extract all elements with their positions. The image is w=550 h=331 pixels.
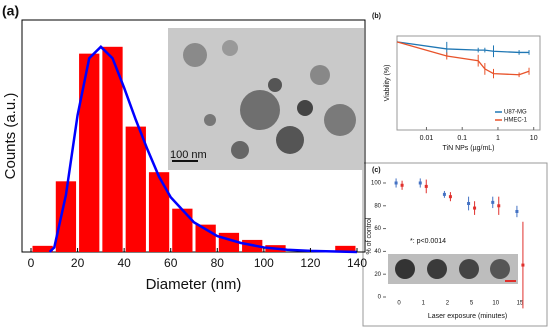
point: [473, 206, 477, 210]
x-tick-label: 0: [28, 256, 35, 270]
point: [491, 200, 495, 204]
y-tick-label: 40: [374, 249, 381, 255]
y-axis-title: % of control: [366, 217, 373, 254]
y-axis-title: Counts (a.u.): [2, 93, 19, 180]
x-tick-label: 1: [496, 135, 500, 142]
bar: [148, 172, 170, 252]
y-tick-label: 100: [371, 181, 382, 187]
x-tick-label: 10: [530, 135, 538, 142]
bar: [125, 126, 146, 252]
y-tick-label: 0: [378, 295, 382, 301]
x-tick-label: 0.01: [420, 135, 434, 142]
point: [467, 202, 471, 206]
panel-label: (a): [2, 3, 19, 19]
x-tick-label: 2: [446, 301, 450, 307]
point: [448, 195, 452, 199]
x-tick-label: 1: [422, 301, 426, 307]
legend-label: HMEC-1: [504, 118, 528, 124]
x-tick-label: 20: [71, 256, 85, 270]
annotation: *: p<0.0014: [410, 238, 446, 245]
y-tick-label: 20: [374, 272, 381, 278]
point: [442, 192, 446, 196]
bar: [102, 46, 123, 252]
x-axis-title: Diameter (nm): [146, 276, 242, 293]
panel-label: (b): [372, 13, 381, 20]
x-tick-label: 0.1: [457, 135, 467, 142]
x-tick-label: 10: [492, 301, 499, 307]
fit-curve: [48, 45, 358, 254]
bar: [79, 53, 100, 252]
x-tick-label: 140: [347, 256, 367, 270]
x-tick-label: 100: [254, 256, 274, 270]
x-tick-label: 80: [211, 256, 225, 270]
point: [497, 204, 501, 208]
x-tick-label: 40: [117, 256, 131, 270]
x-tick-label: 5: [470, 301, 474, 307]
y-axis-title: Viability (%): [384, 65, 391, 102]
bar: [335, 245, 356, 252]
x-tick-label: 60: [164, 256, 178, 270]
bar: [172, 208, 193, 252]
x-tick-label: 15: [517, 301, 524, 307]
legend-label: U87-MG: [504, 110, 527, 116]
series-line: [396, 41, 530, 76]
point: [424, 184, 428, 188]
series-line: [396, 41, 530, 54]
cell-images: [388, 254, 518, 284]
x-tick-label: 120: [300, 256, 320, 270]
panel-label: (c): [372, 167, 381, 174]
bar: [32, 245, 53, 252]
scale-bar-label: 100 nm: [170, 149, 207, 161]
bar: [55, 181, 77, 252]
panel-frame: [362, 162, 548, 327]
point: [515, 209, 519, 213]
axes-frame: [21, 19, 366, 253]
y-tick-label: 60: [374, 226, 381, 232]
y-tick-label: 80: [374, 203, 381, 209]
axes-frame: [396, 35, 541, 131]
x-tick-label: 0: [397, 301, 401, 307]
point: [394, 181, 398, 185]
tem-image: [168, 28, 364, 170]
x-axis-title: TiN NPs (µg/mL): [443, 145, 495, 152]
point: [418, 181, 422, 185]
point: [521, 263, 525, 267]
x-axis-title: Laser exposure (minutes): [428, 313, 507, 320]
point: [400, 183, 404, 187]
